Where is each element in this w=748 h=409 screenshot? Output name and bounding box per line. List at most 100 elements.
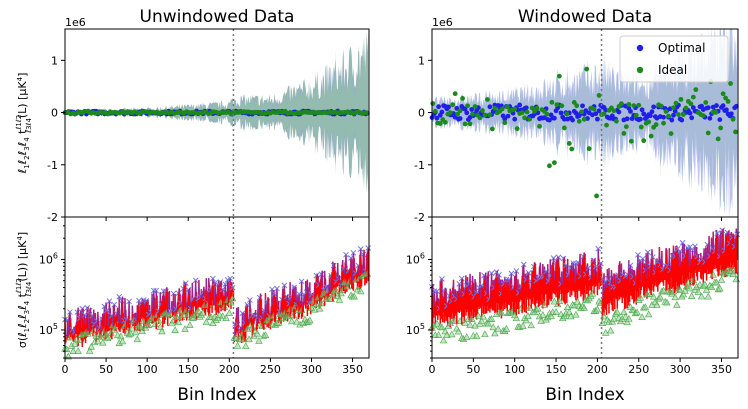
std-line-l <box>177 293 179 303</box>
ideal-point-r <box>564 111 570 117</box>
ideal-std-marker-r <box>679 290 688 298</box>
ideal-std-marker-r <box>633 308 641 316</box>
ideal-point-r <box>554 102 560 108</box>
std-line-l <box>287 294 289 300</box>
std-line-r <box>467 283 470 293</box>
std-line-l <box>106 310 109 314</box>
std-line-r <box>543 266 546 273</box>
ideal-std-marker-l <box>292 317 301 325</box>
ideal-std-marker-r <box>434 331 443 338</box>
std-line-l <box>164 291 167 302</box>
ideal-std-marker-l <box>174 318 183 326</box>
std-line-l <box>80 308 83 328</box>
std-line-r <box>528 272 531 289</box>
std-line-r <box>597 248 600 260</box>
ideal-std-marker-l <box>173 313 181 320</box>
std-line-l <box>285 296 288 303</box>
ideal-std-marker-r <box>474 311 483 319</box>
ideal-std-marker-r <box>524 312 532 320</box>
std-line-l <box>315 275 317 284</box>
std-line-l <box>340 265 343 286</box>
std-line-l <box>186 302 188 309</box>
std-line-r <box>712 231 715 253</box>
std-line-l <box>128 301 131 322</box>
legend-box <box>619 35 729 83</box>
std-line-l <box>181 295 183 310</box>
ideal-std-marker-l <box>181 325 189 332</box>
std-line-r <box>708 235 711 257</box>
std-line-l <box>98 320 101 329</box>
std-line-l <box>249 299 252 309</box>
ytick-label-top-r: 1 <box>418 54 425 67</box>
std-line-r <box>533 262 536 267</box>
ideal-point-r <box>462 121 468 127</box>
ideal-point-r <box>690 94 696 100</box>
ideal-std-marker-r <box>580 303 588 311</box>
ideal-std-marker-l <box>332 286 340 294</box>
bottom-l-xtick-label: 100 <box>137 363 158 376</box>
ideal-point-r <box>504 104 510 110</box>
std-line-l <box>160 300 163 305</box>
std-line-r <box>724 233 727 251</box>
ideal-std-marker-l <box>194 306 202 314</box>
ideal-point-r <box>499 106 505 112</box>
optimal-point-r <box>570 117 575 123</box>
std-line-l <box>266 297 269 302</box>
std-line-r <box>732 233 735 235</box>
std-line-r <box>443 290 445 299</box>
std-marker-l <box>182 280 189 286</box>
std-line-r <box>720 230 723 253</box>
std-line-l <box>205 278 208 291</box>
std-marker-r <box>434 288 440 295</box>
std-line-r <box>474 278 477 283</box>
std-line-r <box>538 266 541 279</box>
optimal-point-r <box>661 114 666 120</box>
ideal-point-r <box>641 138 647 144</box>
ideal-point-r <box>465 103 470 109</box>
optimal-point-r <box>639 107 645 113</box>
legend-label-optimal: Optimal <box>658 41 705 55</box>
ideal-std-marker-r <box>717 276 726 283</box>
ideal-point-r <box>512 106 518 112</box>
std-line-l <box>208 278 211 286</box>
bottom-r-xtick-label: 250 <box>628 363 649 376</box>
ideal-std-marker-r <box>479 312 487 320</box>
std-line-r <box>532 266 535 272</box>
ideal-std-marker-r <box>644 310 653 318</box>
ideal-std-marker-l <box>74 347 82 354</box>
std-line-r <box>494 277 497 280</box>
std-line-r <box>511 288 514 291</box>
ideal-std-marker-r <box>448 330 456 338</box>
std-line-l <box>229 278 232 283</box>
ideal-point-r <box>586 146 592 152</box>
ytick-label-bottom-r: 105 <box>406 322 425 337</box>
std-line-l <box>333 263 336 271</box>
ideal-point-r <box>574 103 580 109</box>
bottom-r-xtick-label: 350 <box>711 363 732 376</box>
optimal-point-r <box>705 105 711 111</box>
ideal-std-marker-l <box>315 304 324 312</box>
std-line-r <box>562 258 564 284</box>
ideal-std-marker-r <box>701 280 709 288</box>
optimal-point-r <box>638 116 643 122</box>
ideal-point-r <box>733 129 738 135</box>
std-line-l <box>291 288 294 297</box>
bottom-r-xtick-label: 0 <box>429 363 436 376</box>
ideal-std-marker-l <box>227 298 235 306</box>
ideal-std-marker-r <box>623 318 631 326</box>
ideal-std-marker-r <box>547 312 555 319</box>
ideal-point-r <box>663 109 669 114</box>
std-marker-r <box>734 231 741 238</box>
std-line-r <box>437 297 440 300</box>
std-line-l <box>153 290 156 298</box>
std-line-l <box>124 298 127 311</box>
legend-marker-optimal <box>636 44 644 52</box>
ideal-std-marker-r <box>613 308 621 316</box>
std-line-l <box>104 302 107 326</box>
ideal-std-marker-l <box>255 337 263 344</box>
std-line-l <box>352 252 354 281</box>
optimal-point-r <box>628 108 633 114</box>
std-line-l <box>348 269 350 272</box>
ideal-std-marker-r <box>649 292 658 300</box>
optimal-point-r <box>558 110 564 116</box>
